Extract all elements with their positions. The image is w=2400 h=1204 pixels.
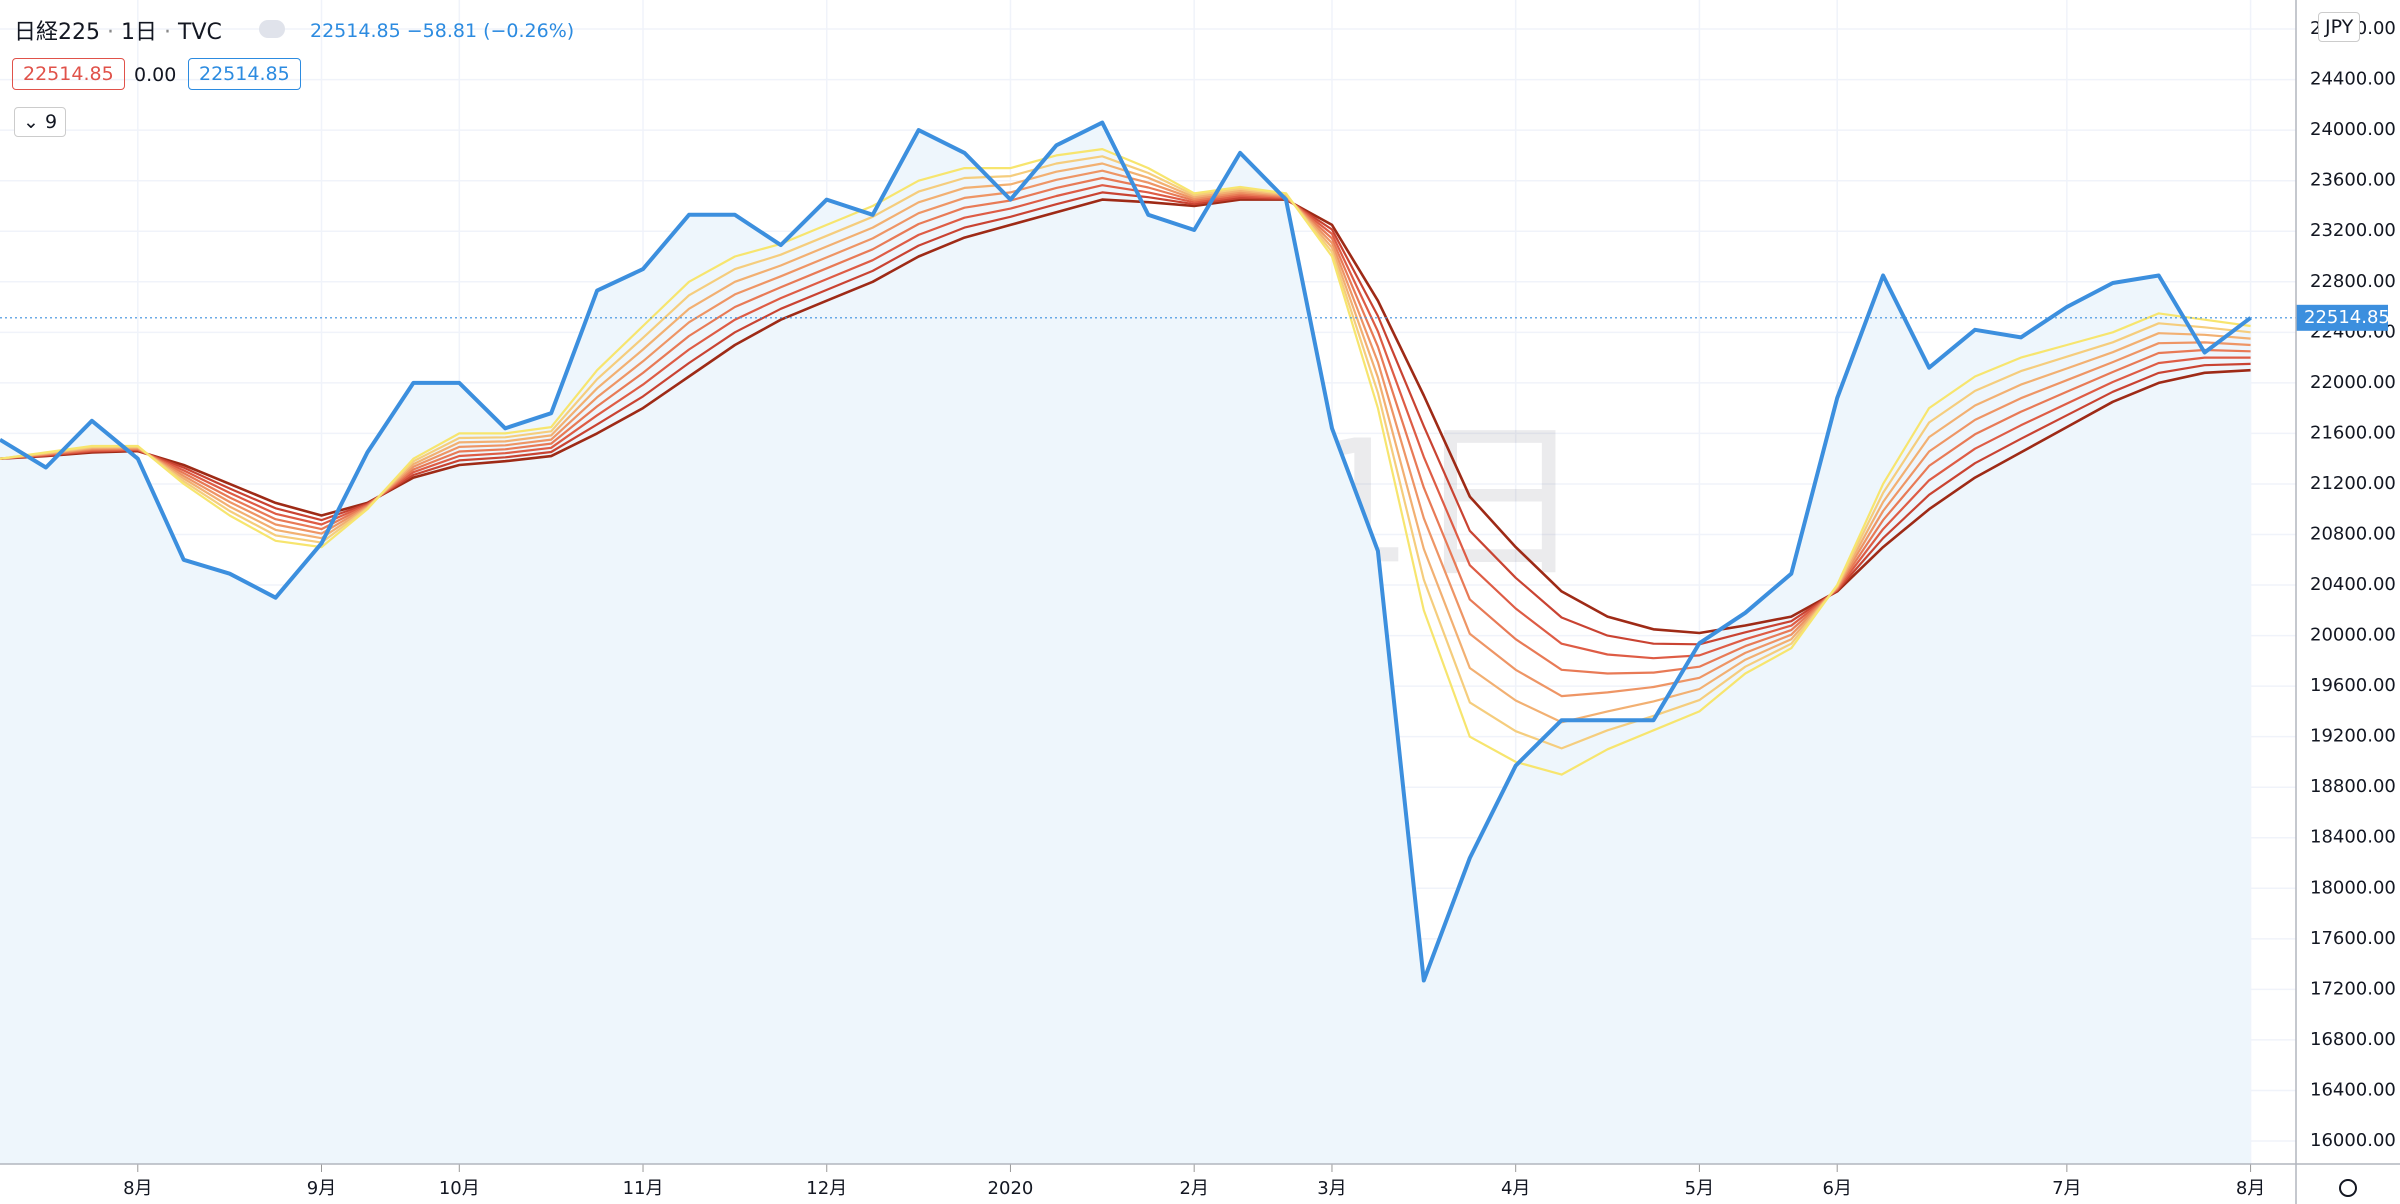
y-tick-label: 18800.00: [2310, 776, 2396, 797]
toggle-button[interactable]: [259, 20, 285, 38]
dot: ·: [164, 20, 171, 45]
currency-badge[interactable]: JPY: [2318, 12, 2361, 42]
quote-change-pct: (−0.26%): [483, 20, 575, 42]
x-tick-label: 6月: [1822, 1178, 1851, 1199]
y-tick-label: 24000.00: [2310, 119, 2396, 140]
y-tick-label: 17600.00: [2310, 928, 2396, 949]
last-price-label: 22514.85: [2304, 307, 2390, 328]
x-tick-label: 9月: [307, 1178, 336, 1199]
x-tick-label: 5月: [1685, 1178, 1714, 1199]
indicator-count: 9: [44, 111, 58, 133]
y-tick-label: 18400.00: [2310, 827, 2396, 848]
ohlc-box: 0.00: [134, 64, 177, 86]
x-tick-label: 2月: [1179, 1178, 1208, 1199]
x-tick-label: 4月: [1501, 1178, 1530, 1199]
interval: 1日: [121, 20, 157, 45]
x-tick-label: 2020: [988, 1178, 1034, 1199]
indicator-toggle[interactable]: ⌄ 9: [14, 107, 67, 137]
chevron: ⌄: [23, 111, 45, 133]
x-tick-label: 11月: [623, 1178, 664, 1199]
y-tick-label: 23600.00: [2310, 170, 2396, 191]
y-tick-label: 16000.00: [2310, 1130, 2396, 1151]
x-tick-label: 12月: [806, 1178, 847, 1199]
x-tick-label: 7月: [2052, 1178, 2081, 1199]
price-area: [0, 122, 2251, 1165]
y-tick-label: 23200.00: [2310, 220, 2396, 241]
y-tick-label: 20400.00: [2310, 574, 2396, 595]
quote: 22514.85 −58.81 (−0.26%): [310, 20, 574, 42]
series-line: [0, 120, 2252, 983]
series-line: [0, 148, 2251, 776]
symbol: 日経225: [14, 20, 100, 45]
y-tick-label: 16400.00: [2310, 1079, 2396, 1100]
x-tick-label: 3月: [1317, 1178, 1346, 1199]
y-tick-label: 21200.00: [2310, 473, 2396, 494]
x-tick-label: 10月: [439, 1178, 480, 1199]
y-tick-label: 18000.00: [2310, 877, 2396, 898]
x-tick-label: 8月: [123, 1178, 152, 1199]
y-tick-label: 20000.00: [2310, 625, 2396, 646]
symbol-title[interactable]: 日経225 · 1日 · TVC: [14, 14, 222, 46]
ohlc-box: 22514.85: [188, 58, 301, 90]
y-tick-label: 19600.00: [2310, 675, 2396, 696]
y-tick-label: 17200.00: [2310, 978, 2396, 999]
y-tick-label: 20800.00: [2310, 523, 2396, 544]
last-price-badge: [2296, 304, 2388, 331]
y-tick-label: 16800.00: [2310, 1029, 2396, 1050]
dot: ·: [107, 20, 114, 45]
settings-icon[interactable]: [2339, 1179, 2357, 1197]
x-tick-label: 8月: [2236, 1178, 2265, 1199]
y-tick-label: 24400.00: [2310, 69, 2396, 90]
y-tick-label: 19200.00: [2310, 726, 2396, 747]
ohlc-box: 22514.85: [12, 58, 125, 90]
y-tick-label: 21600.00: [2310, 422, 2396, 443]
source: TVC: [178, 20, 222, 45]
y-tick-label: 22000.00: [2310, 372, 2396, 393]
quote-last: 22514.85: [310, 20, 401, 42]
quote-change: −58.81: [406, 20, 478, 42]
y-tick-label: 22800.00: [2310, 271, 2396, 292]
